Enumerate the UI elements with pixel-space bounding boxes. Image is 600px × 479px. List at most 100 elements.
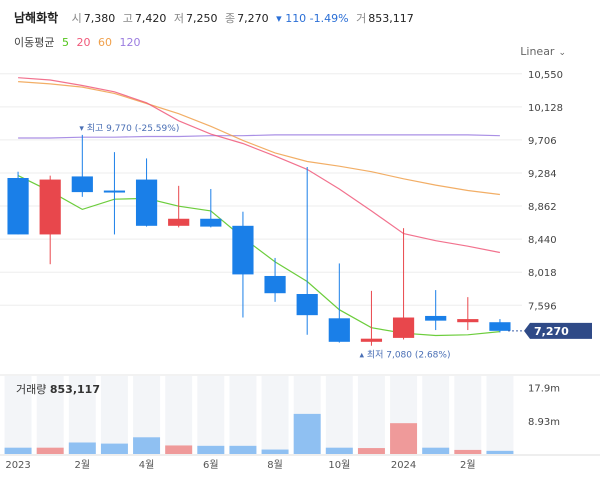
candle-body: [489, 322, 511, 331]
x-tick-label: 2월: [460, 459, 476, 471]
volume-slot: [357, 376, 385, 454]
volume-bar: [36, 447, 64, 454]
high-annotation: ▾ 최고 9,770 (-25.59%): [79, 123, 179, 134]
candle-body: [328, 318, 350, 342]
volume-bar: [229, 445, 257, 454]
candle: [328, 263, 350, 343]
volume-tick-label: 17.9m: [528, 384, 560, 395]
open-value: 7,380: [83, 12, 116, 25]
volume-bar: [325, 447, 353, 454]
volume-slot: [197, 376, 225, 454]
volume-bar: [454, 449, 482, 454]
ma-20-label: 20: [76, 36, 91, 49]
candle-body: [200, 218, 222, 227]
volume-panel-value: 853,117: [49, 383, 100, 396]
low-label: 저: [173, 12, 185, 25]
volume-bar: [165, 445, 193, 454]
volume-slot: [325, 376, 353, 454]
low-annotation: ▴ 최저 7,080 (2.68%): [359, 350, 450, 361]
price-header: 남해화학 시 7,380 고 7,420 저 7,250 종 7,270 ▾ 110 -…: [14, 9, 414, 26]
ma-5-label: 5: [61, 36, 69, 49]
candle: [39, 175, 61, 265]
y-tick-label: 10,550: [528, 70, 563, 81]
last-price-label: 7,270: [534, 325, 569, 338]
volume-slot: [486, 376, 514, 454]
candle: [71, 134, 93, 197]
volume-slot: [261, 376, 289, 454]
volume-slot: [4, 376, 32, 454]
volume-label: 거: [356, 12, 367, 25]
x-tick-label: 6월: [203, 459, 219, 471]
volume-bar: [486, 450, 514, 454]
y-tick-label: 10,128: [528, 103, 563, 114]
candle-body: [425, 315, 447, 321]
close-label: 종: [225, 12, 236, 25]
ma-120-label: 120: [119, 36, 141, 49]
open-label: 시: [71, 12, 82, 25]
y-tick-label: 9,706: [528, 136, 557, 147]
volume-slot: [454, 376, 482, 454]
volume-slot: [165, 376, 193, 454]
volume-bar: [293, 413, 321, 454]
moving-average-legend[interactable]: 이동평균 5 20 60 120: [14, 34, 144, 50]
volume-panel-label: 거래량: [16, 383, 47, 396]
scale-mode-label: Linear: [520, 45, 555, 58]
y-tick-label: 7,596: [528, 301, 557, 312]
volume-bar: [133, 437, 161, 454]
volume-value: 853,117: [368, 12, 414, 25]
volume-bar: [357, 448, 385, 454]
x-tick-label: 2023: [5, 460, 30, 471]
candle: [457, 297, 479, 331]
candle: [168, 185, 190, 228]
candle-body: [135, 179, 158, 226]
candle-body: [7, 178, 29, 235]
candle: [425, 290, 447, 331]
candle: [135, 158, 158, 227]
candle: [392, 228, 415, 340]
x-tick-label: 10월: [328, 459, 350, 471]
high-value: 7,420: [134, 12, 167, 25]
candle: [360, 290, 383, 346]
y-tick-label: 8,440: [528, 235, 557, 246]
candle-body: [39, 179, 61, 235]
candle: [103, 152, 126, 235]
volume-bar: [4, 447, 32, 454]
volume-bar: [261, 449, 289, 454]
scale-mode-dropdown[interactable]: Linear ⌄: [520, 45, 566, 58]
volume-bar: [197, 445, 225, 454]
volume-bar: [390, 423, 418, 454]
volume-bar: [68, 442, 96, 454]
ma-20-line: [18, 77, 501, 254]
low-value: 7,250: [186, 12, 218, 25]
x-tick-label: 2월: [75, 459, 91, 471]
volume-slot: [100, 376, 128, 454]
high-label: 고: [122, 12, 133, 25]
chevron-down-icon: ⌄: [558, 48, 566, 58]
candle-body: [232, 225, 254, 275]
volume-slot: [68, 376, 96, 454]
candle-body: [296, 294, 318, 316]
candle: [264, 257, 286, 302]
ma-120-line: [18, 134, 500, 139]
candle-body: [71, 176, 93, 193]
candle-body: [457, 319, 479, 323]
volume-tick-label: 8.93m: [528, 417, 560, 428]
change-value: ▾ 110 -1.49%: [276, 12, 349, 25]
candle: [200, 188, 222, 228]
x-tick-label: 8월: [267, 459, 283, 471]
candle-body: [103, 190, 126, 193]
candle-body: [264, 275, 286, 294]
candle-body: [360, 338, 383, 342]
ma-5-line: [17, 175, 500, 337]
candle: [232, 211, 254, 318]
ma-60-line: [18, 81, 500, 196]
candle: [7, 171, 29, 235]
y-tick-label: 9,284: [528, 169, 557, 180]
last-price-tag: [524, 322, 592, 339]
y-tick-label: 8,018: [528, 268, 557, 279]
ma-60-label: 60: [97, 36, 112, 49]
candle-body: [392, 317, 415, 338]
x-tick-label: 2024: [391, 460, 416, 471]
volume-slot: [36, 376, 64, 454]
